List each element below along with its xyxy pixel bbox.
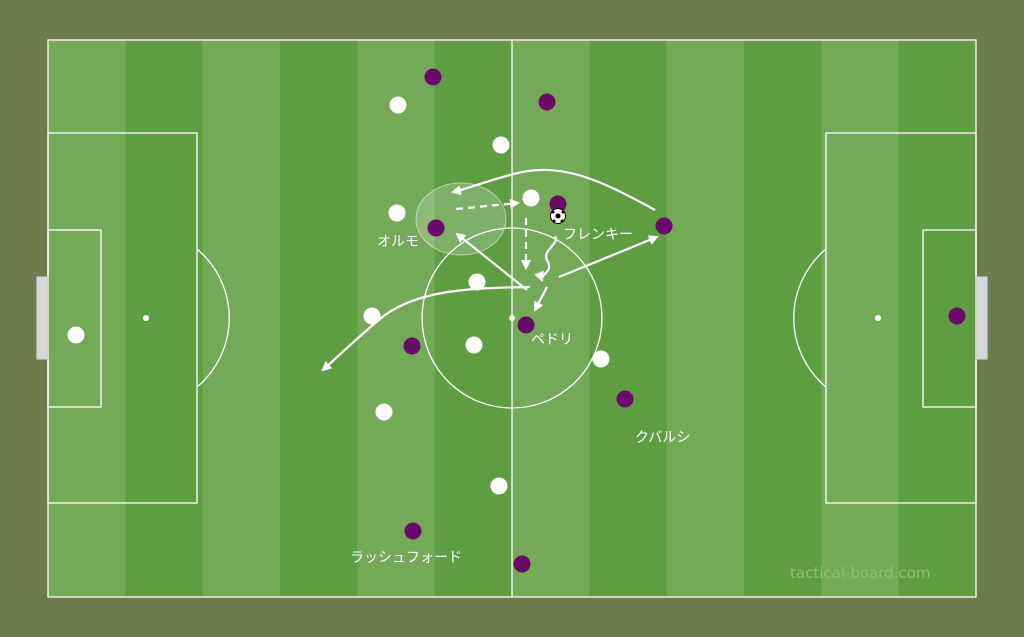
arrow-pass-pedri (534, 286, 548, 312)
label-pedri: ペドリ (531, 332, 573, 348)
player-purple[interactable] (655, 217, 673, 235)
player-purple[interactable] (549, 195, 567, 213)
player-white[interactable] (465, 336, 483, 354)
arrow-dribble (534, 235, 557, 282)
arrow-dashed-pass (455, 198, 520, 211)
left-penalty-arc (196, 248, 230, 388)
player-purple[interactable] (538, 93, 556, 111)
player-purple[interactable] (513, 555, 531, 573)
player-white[interactable] (389, 96, 407, 114)
player-white[interactable] (592, 350, 610, 368)
pitch-stripe (280, 40, 358, 597)
pitch-stripe (744, 40, 822, 597)
arrow-run-long (451, 168, 656, 211)
player-white[interactable] (492, 136, 510, 154)
arrow-pass-olmo (455, 232, 528, 291)
player-white[interactable] (375, 403, 393, 421)
player-white[interactable] (468, 273, 486, 291)
pitch-stripe (125, 40, 204, 597)
right-penalty-spot (875, 315, 881, 321)
player-purple[interactable] (427, 219, 445, 237)
right-penalty-arc (793, 248, 827, 388)
player-purple[interactable] (404, 522, 422, 540)
watermark: tactical-board.com (790, 564, 931, 582)
label-frenkie: フレンキー (563, 227, 633, 243)
highlight-zone (415, 182, 507, 256)
label-rashford: ラッシュフォード (350, 550, 462, 566)
arrow-run-left (321, 285, 531, 372)
pitch-stripe (589, 40, 668, 597)
player-white[interactable] (363, 307, 381, 325)
right-goal (975, 276, 988, 360)
player-purple[interactable] (948, 307, 966, 325)
pitch-stripe (434, 40, 513, 597)
soccer-ball-icon[interactable] (550, 208, 566, 224)
label-olmo: オルモ (377, 234, 419, 250)
player-white[interactable] (522, 189, 540, 207)
player-purple[interactable] (424, 68, 442, 86)
players (67, 68, 966, 573)
label-cubarsi: クバルシ (635, 430, 690, 446)
arrow-pass-frenkie (558, 235, 659, 279)
left-goal (36, 276, 49, 360)
player-purple[interactable] (517, 316, 535, 334)
center-circle (421, 227, 603, 409)
arrows (321, 168, 659, 372)
player-white[interactable] (490, 477, 508, 495)
left-penalty-spot (143, 315, 149, 321)
pitch-stripe (202, 40, 281, 597)
player-purple[interactable] (616, 390, 634, 408)
player-white[interactable] (67, 326, 85, 344)
center-spot (509, 315, 515, 321)
player-purple[interactable] (403, 337, 421, 355)
pitch-stripe (821, 40, 900, 597)
pitch-stripe (666, 40, 745, 597)
pitch-stripe (48, 40, 126, 597)
player-white[interactable] (388, 204, 406, 222)
